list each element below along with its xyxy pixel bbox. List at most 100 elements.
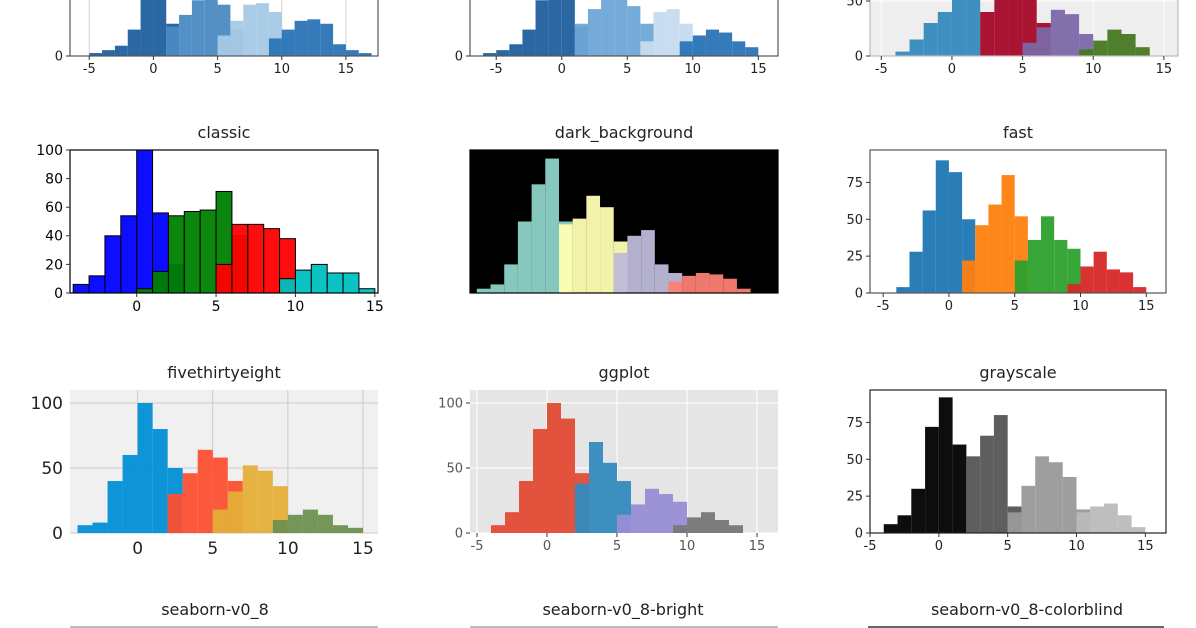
histogram-bar: [152, 271, 169, 294]
histogram-bar: [1027, 239, 1042, 293]
histogram-bar: [673, 525, 687, 533]
axes-frame: [69, 0, 379, 57]
histogram-bar: [951, 0, 967, 56]
x-tick-label: 15: [366, 299, 384, 315]
x-tick-label: 15: [750, 62, 767, 77]
subplot-title-seaborn-colorblind: seaborn-v0_8-colorblind: [930, 600, 1124, 619]
histogram-bar: [1106, 269, 1120, 293]
subplot-title: fast: [1003, 123, 1033, 142]
subplot-1: -5 0 5 10 15 0: [455, 0, 779, 77]
subplot-title: dark_background: [555, 123, 693, 143]
histogram-bar: [1048, 462, 1063, 533]
histogram-bar: [1014, 260, 1028, 293]
histogram-bar: [679, 41, 693, 56]
axes-frame: [869, 149, 1167, 294]
x-tick-label: 15: [1156, 62, 1173, 77]
y-tick-label: 0: [855, 527, 863, 542]
histogram-bar: [509, 44, 523, 56]
histogram-bar: [935, 160, 949, 293]
histogram-bar: [627, 6, 641, 57]
histogram-bar: [496, 50, 510, 56]
histogram-bar: [127, 29, 141, 56]
x-tick-label: 0: [558, 62, 566, 77]
histogram-bar: [483, 53, 497, 56]
histogram-bar: [601, 0, 615, 57]
cropped-axis-bottom-right: [868, 626, 1164, 628]
x-tick-label: 10: [287, 299, 305, 315]
histogram-bar: [1007, 512, 1022, 533]
subplot-title: classic: [198, 123, 251, 142]
histogram-bar: [709, 274, 724, 293]
histogram-bar: [1022, 42, 1037, 56]
histogram-bar: [347, 527, 363, 533]
histogram-bar: [897, 515, 912, 533]
histogram-bar: [281, 29, 295, 56]
histogram-bar: [966, 0, 981, 56]
histogram-bar: [572, 218, 587, 293]
histogram-bar: [561, 418, 575, 533]
histogram-bar: [715, 520, 729, 533]
histogram-bar: [191, 0, 205, 57]
y-tick-label: 0: [455, 50, 463, 65]
x-tick-label: 15: [352, 539, 374, 559]
histogram-bar: [152, 429, 168, 533]
histogram-bar: [167, 494, 183, 533]
histogram-bar: [574, 23, 588, 56]
histogram-bar: [77, 525, 93, 533]
histogram-bar: [257, 470, 273, 533]
x-tick-label: 0: [149, 62, 157, 77]
histogram-bar: [631, 504, 645, 533]
x-tick-label: 5: [212, 299, 221, 315]
y-tick-label: 75: [846, 176, 863, 191]
histogram-bar: [294, 20, 308, 56]
histogram-bar: [1022, 0, 1037, 57]
histogram-bar: [179, 14, 192, 56]
y-tick-label: 80: [45, 172, 63, 188]
histogram-bar: [745, 47, 759, 56]
histogram-bar: [937, 12, 952, 56]
histogram-bar: [1131, 527, 1146, 533]
histogram-bar: [952, 444, 967, 533]
histogram-bar: [1121, 34, 1136, 56]
histogram-bar: [72, 283, 90, 294]
histogram-bar: [1079, 49, 1094, 56]
y-tick-label: 0: [855, 287, 863, 302]
histogram-bar: [600, 207, 614, 293]
histogram-bar: [166, 26, 180, 56]
histogram-bar: [925, 426, 939, 533]
histogram-bar: [896, 287, 910, 293]
histogram-bar: [535, 0, 549, 57]
histogram-bar: [729, 525, 743, 533]
histogram-bar: [692, 35, 706, 56]
histogram-bar: [966, 456, 981, 533]
y-tick-label: 100: [36, 143, 63, 159]
x-tick-label: 5: [1004, 539, 1012, 554]
histogram-bar: [197, 449, 213, 533]
y-tick-label: 50: [41, 459, 63, 479]
histogram-bar: [1062, 476, 1077, 533]
x-tick-label: 10: [277, 539, 299, 559]
y-tick-label: 100: [438, 397, 463, 412]
histogram-bar: [92, 522, 108, 533]
x-tick-label: 10: [685, 62, 702, 77]
histogram-bar: [723, 278, 737, 293]
histogram-bar: [627, 235, 642, 293]
x-tick-label: 0: [543, 539, 551, 554]
histogram-bar: [326, 272, 344, 294]
y-tick-label: 0: [855, 50, 863, 65]
axes-frame: [469, 0, 779, 57]
histogram-bar: [88, 275, 106, 294]
histogram-bar: [909, 39, 924, 56]
histogram-bar: [561, 0, 575, 57]
histogram-bar: [505, 512, 519, 533]
histogram-bar: [1008, 0, 1023, 56]
histogram-bar: [659, 494, 673, 533]
histogram-bar: [287, 514, 303, 533]
histogram-bar: [358, 53, 372, 56]
histogram-bar: [1050, 9, 1065, 57]
y-tick-label: 50: [446, 462, 463, 477]
histogram-bar: [199, 209, 217, 294]
histogram-bar: [122, 455, 138, 533]
histogram-bar: [1001, 175, 1015, 293]
